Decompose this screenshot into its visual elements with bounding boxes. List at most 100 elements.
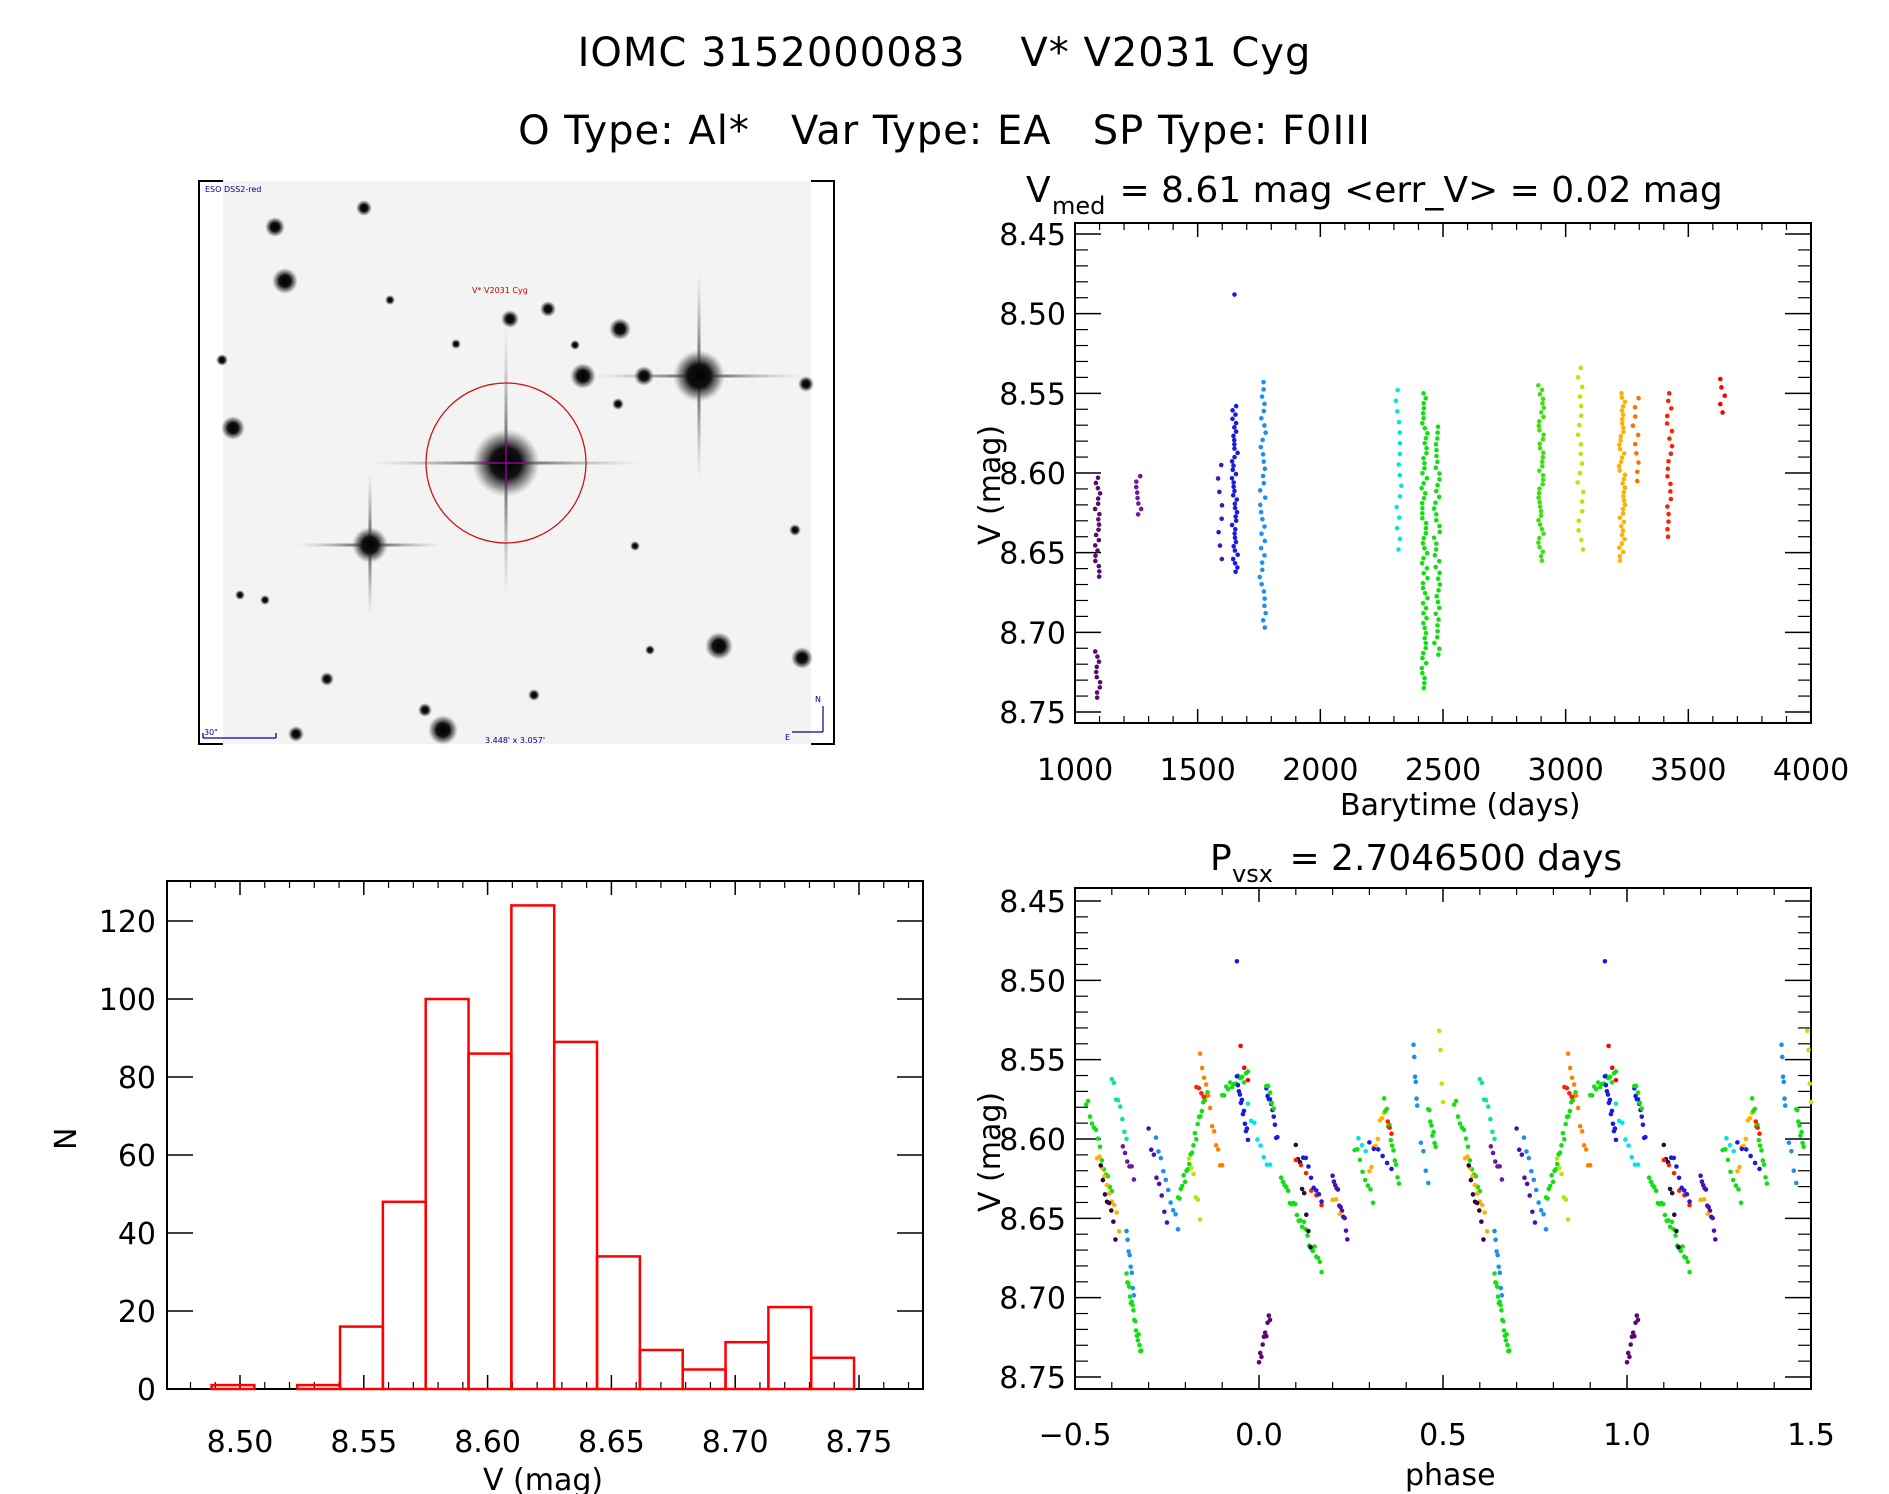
light-curve-point	[1232, 446, 1237, 451]
phased-point	[1385, 1119, 1391, 1124]
phased-point	[1266, 1096, 1272, 1102]
phased-point	[1177, 1196, 1182, 1201]
light-curve-point	[1436, 652, 1441, 657]
phased-point	[1577, 1123, 1583, 1129]
phased-point	[1319, 1199, 1324, 1204]
phased-point	[1413, 1079, 1419, 1085]
star	[216, 354, 228, 366]
phased-point	[1632, 1083, 1637, 1089]
phased-point	[1462, 1156, 1468, 1161]
light-curve-point	[1632, 414, 1638, 419]
light-curve-point	[1260, 452, 1266, 457]
phased-point	[1635, 1097, 1641, 1102]
phased-point	[1217, 1163, 1223, 1168]
phased-point	[1602, 958, 1608, 964]
light-curve-point	[1092, 506, 1098, 512]
histogram-bar	[295, 1383, 342, 1391]
phased-point	[1492, 1271, 1497, 1276]
phased-point	[1265, 1093, 1270, 1099]
light-curve-point	[1437, 471, 1442, 476]
phased-point	[1128, 1300, 1134, 1306]
phased-point	[1367, 1140, 1372, 1145]
phased-point	[1806, 1047, 1811, 1053]
phased-point	[1451, 1102, 1457, 1107]
phased-point	[1633, 1093, 1638, 1099]
light-curve-point	[1666, 391, 1672, 396]
light-curve-point	[1636, 460, 1641, 465]
phased-point	[1287, 1200, 1293, 1206]
x-tick-label: 1.5	[1787, 1418, 1835, 1453]
phased-point	[1260, 1342, 1265, 1347]
light-curve-point	[1434, 453, 1439, 459]
phased-point	[1294, 1212, 1300, 1218]
light-curve-point	[1421, 406, 1427, 411]
phased-point	[1367, 1168, 1372, 1174]
phased-point	[1193, 1194, 1199, 1200]
star	[221, 416, 245, 440]
phased-point	[1453, 1098, 1459, 1104]
light-curve-point	[1421, 610, 1426, 616]
phased-point	[1439, 1081, 1445, 1086]
phased-point	[1532, 1220, 1538, 1225]
phased-point	[1235, 1082, 1241, 1088]
light-curve-point	[1433, 564, 1438, 570]
phased-point	[1381, 1110, 1387, 1116]
light-curve-point	[1621, 493, 1626, 499]
phased-point	[1314, 1188, 1319, 1193]
phased-point	[1764, 1181, 1770, 1186]
phased-point	[1137, 1342, 1142, 1348]
phased-point	[1306, 1228, 1311, 1234]
phased-point	[1087, 1114, 1093, 1119]
light-curve-point	[1620, 528, 1626, 533]
light-curve-point	[1259, 415, 1264, 421]
phased-point	[1101, 1167, 1107, 1172]
phased-point	[1672, 1212, 1677, 1218]
phased-point	[1646, 1175, 1652, 1180]
star	[528, 689, 540, 701]
light-curve-point	[1536, 517, 1541, 523]
phased-point	[1650, 1182, 1655, 1188]
light-curve-point	[1436, 558, 1442, 564]
phased-point	[1673, 1233, 1678, 1238]
light-curve-point	[1421, 495, 1427, 501]
light-curve-point	[1259, 531, 1264, 537]
light-curve-point	[1617, 446, 1623, 452]
light-curve-point	[1262, 524, 1267, 529]
phased-point	[1786, 1140, 1792, 1146]
light-curve-point	[1397, 472, 1403, 478]
phased-point	[1589, 1093, 1595, 1098]
phased-point	[1310, 1248, 1316, 1254]
light-curve-point	[1232, 531, 1237, 536]
phased-point	[1568, 1100, 1574, 1105]
phased-point	[1608, 1111, 1614, 1117]
histogram-bar	[210, 1383, 256, 1391]
phased-point	[1698, 1173, 1703, 1179]
y-tick-label: 8.45	[999, 885, 1066, 920]
light-curve-point	[1621, 519, 1627, 525]
phased-point	[1559, 1171, 1564, 1177]
phased-point	[1636, 1101, 1642, 1107]
light-curve-point	[1095, 475, 1101, 481]
light-curve-point	[1540, 472, 1546, 478]
light-curve-point	[1095, 548, 1100, 553]
star	[428, 715, 458, 745]
phased-point	[1104, 1182, 1110, 1188]
phased-point	[1730, 1177, 1736, 1183]
light-curve-point	[1668, 489, 1673, 494]
light-curve-point	[1420, 540, 1426, 546]
phased-point	[1107, 1184, 1113, 1190]
light-curve-point	[1262, 603, 1267, 609]
light-curve-point	[1620, 481, 1625, 486]
phased-point	[1245, 1077, 1251, 1083]
phased-point	[1129, 1299, 1135, 1304]
phased-point	[1490, 1129, 1495, 1135]
light-curve-point	[1420, 655, 1425, 661]
phased-point	[1546, 1186, 1552, 1192]
light-curve-point	[1577, 470, 1583, 476]
phased-point	[1474, 1200, 1480, 1206]
phased-point	[1506, 1348, 1511, 1354]
light-curve-point	[1578, 365, 1584, 371]
